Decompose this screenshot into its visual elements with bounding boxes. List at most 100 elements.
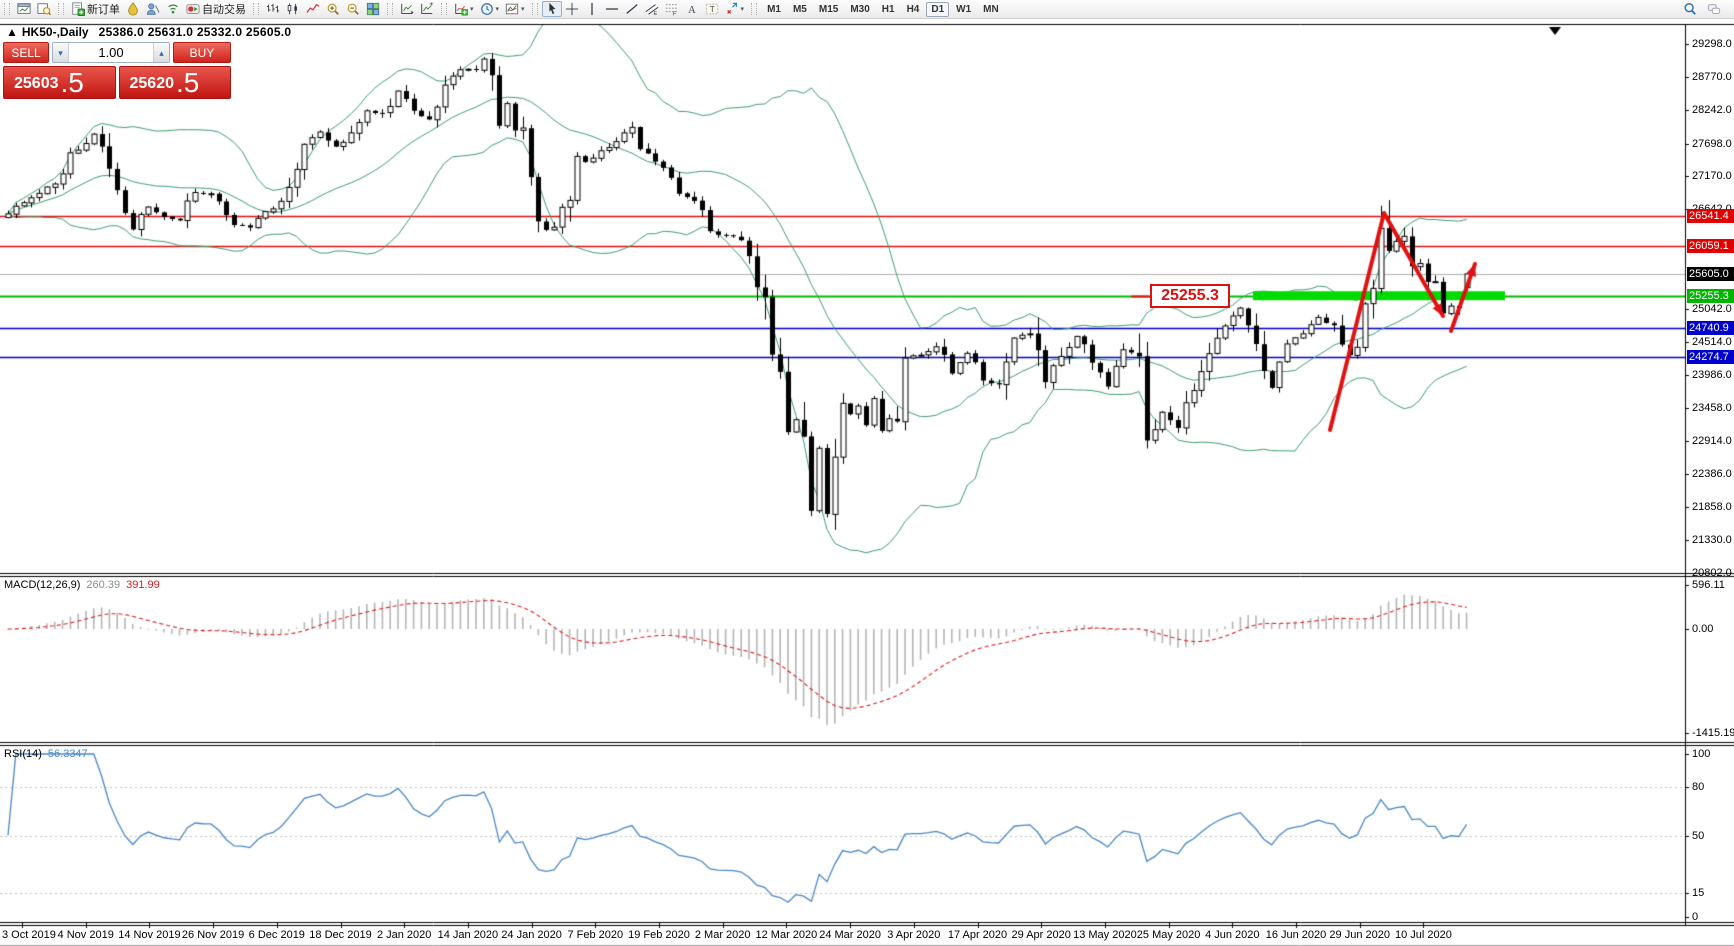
timeframe-h1[interactable]: H1 [877,2,900,17]
timeframe-m30[interactable]: M30 [845,2,874,17]
caret-down-icon: ▾ [740,6,745,13]
trendline-button[interactable] [622,1,642,17]
vline-icon [585,2,599,16]
cursor-icon [545,2,559,16]
bars-chart-icon [266,2,280,16]
timeframe-m15[interactable]: M15 [814,2,843,17]
search-button[interactable] [1680,1,1700,17]
autotrade-button[interactable]: 自动交易 [183,1,249,17]
arrange-left-icon [400,2,414,16]
zoom-in-button[interactable] [323,1,343,17]
line-chart-icon [306,2,320,16]
add-indicator-icon [454,2,468,16]
svg-text:E: E [653,11,657,16]
channel-icon: E [645,2,659,16]
rsi-name: RSI(14) [4,748,42,760]
timeframe-m1[interactable]: M1 [762,2,786,17]
trendline-icon [625,2,639,16]
tile-windows-button[interactable] [363,1,383,17]
buy-price-fraction: .5 [176,67,200,98]
collapse-panel-icon[interactable]: ▲ [6,25,18,39]
signals-button[interactable] [163,1,183,17]
styles-icon [126,2,140,16]
timeframe-w1[interactable]: W1 [951,2,976,17]
hline-icon [605,2,619,16]
timeframe-mn[interactable]: MN [978,2,1004,17]
arrange-right-button[interactable] [417,1,437,17]
autotrade-icon [186,2,200,16]
one-click-trading-panel: SELL ▾ 1.00 ▴ BUY 25603 .5 25620 .5 [3,42,231,99]
cursor-button[interactable] [541,1,562,17]
search-icon [1683,2,1697,16]
rsi-value: 56.3347 [47,748,88,760]
text-button[interactable]: A [682,1,702,17]
arrows-button[interactable]: ▾ [722,1,748,17]
data-window-button[interactable] [34,1,54,17]
bars-chart-button[interactable] [263,1,283,17]
arrange-right-icon [420,2,434,16]
trade-panel-controls: SELL ▾ 1.00 ▴ BUY [3,42,231,63]
toolbar-group-handle[interactable] [531,3,538,15]
crosshair-icon [565,2,579,16]
text-label-icon: T [705,2,719,16]
timeframe-d1[interactable]: D1 [926,1,950,17]
symbol-period-label: HK50-,Daily [21,25,89,39]
caret-down-icon: ▾ [521,6,525,13]
templates-icon [505,2,519,16]
zoom-out-button[interactable] [343,1,363,17]
toolbar-group-handle[interactable] [387,3,393,15]
channel-button[interactable]: E [642,1,662,17]
periods-icon [480,2,494,16]
svg-text:F: F [672,12,675,16]
new-order-button[interactable]: 新订单 [68,1,123,17]
zoom-out-icon [346,2,360,16]
line-chart-button[interactable] [303,1,323,17]
sell-price-fraction: .5 [60,67,84,98]
profiles-icon [146,2,160,16]
toolbar-group-handle[interactable] [4,3,10,15]
price-annotation-box[interactable]: 25255.3 [1150,284,1230,308]
sell-button[interactable]: SELL [3,42,49,63]
volume-stepper[interactable]: ▾ 1.00 ▴ [52,42,170,63]
arrows-icon [725,2,739,16]
main-toolbar: 新订单 自动交易 ▾ ▾ ▾ E F A T ▾ M1 M5 M15 M30 H1 H4 D1 W1 MN [0,0,1734,19]
svg-text:A: A [688,5,696,16]
timeframe-h4[interactable]: H4 [902,2,925,17]
vline-button[interactable] [582,1,602,17]
buy-price[interactable]: 25620 .5 [118,66,231,99]
volume-value[interactable]: 1.00 [98,45,124,60]
volume-increase-button[interactable]: ▴ [153,43,169,62]
chat-icon [1707,2,1721,16]
chart-title: ▲ HK50-,Daily 25386.0 25631.0 25332.0 2560… [6,25,291,39]
periods-button[interactable]: ▾ [477,1,503,17]
fibonacci-button[interactable]: F [662,1,682,17]
add-indicator-button[interactable]: ▾ [451,1,477,17]
zoom-in-icon [326,2,340,16]
tile-windows-icon [366,2,380,16]
toolbar-group-handle[interactable] [441,3,447,15]
hline-button[interactable] [602,1,622,17]
toolbar-group-handle[interactable] [751,3,758,15]
chart-window-button[interactable] [14,1,34,17]
toolbar-group-handle[interactable] [253,3,259,15]
crosshair-button[interactable] [562,1,582,17]
macd-name: MACD(12,26,9) [4,579,81,591]
candles-chart-button[interactable] [283,1,303,17]
chat-button[interactable] [1704,1,1724,17]
styles-button[interactable] [123,1,143,17]
text-label-button[interactable]: T [702,1,722,17]
templates-button[interactable]: ▾ [502,1,528,17]
svg-text:T: T [709,5,714,14]
sell-price[interactable]: 25603 .5 [3,66,116,99]
arrange-left-button[interactable] [397,1,417,17]
profiles-button[interactable] [143,1,163,17]
chart-window-icon [17,2,31,16]
rsi-indicator-label: RSI(14) 56.3347 [4,748,88,760]
chart-canvas[interactable] [0,18,1734,946]
timeframe-m5[interactable]: M5 [788,2,812,17]
volume-decrease-button[interactable]: ▾ [53,43,69,62]
buy-button[interactable]: BUY [173,42,231,63]
toolbar-group-handle[interactable] [58,3,64,15]
sell-price-main: 25603 [14,75,59,92]
